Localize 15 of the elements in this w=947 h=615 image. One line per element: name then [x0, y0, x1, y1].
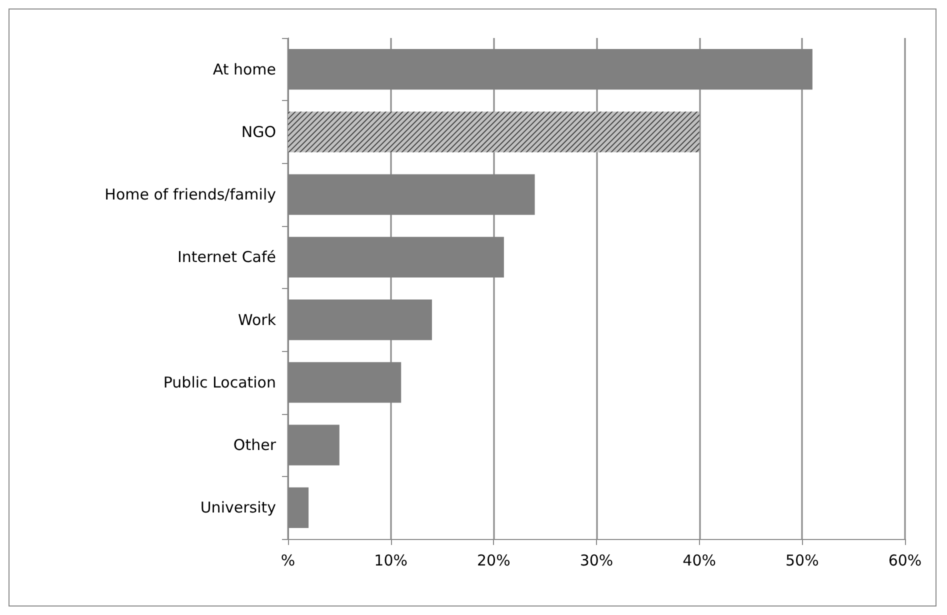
x-tick-label: 40% [682, 552, 716, 570]
y-tick-label: Internet Café [177, 248, 276, 266]
x-tick-label: 20% [476, 552, 510, 570]
x-tick-label: 60% [888, 552, 922, 570]
y-tick-label: University [200, 498, 276, 517]
y-tick-label: Home of friends/family [104, 186, 276, 204]
x-tick-label: 50% [785, 552, 819, 570]
y-tick-label: NGO [241, 122, 276, 141]
y-tick-label: Other [233, 436, 277, 454]
y-tick-label: Public Location [163, 373, 276, 392]
x-tick-label: % [280, 552, 296, 570]
x-tick-label: 30% [580, 552, 614, 570]
y-tick-label: Work [238, 310, 276, 329]
x-tick-label: 10% [374, 552, 408, 570]
y-tick-label: At home [212, 60, 276, 78]
